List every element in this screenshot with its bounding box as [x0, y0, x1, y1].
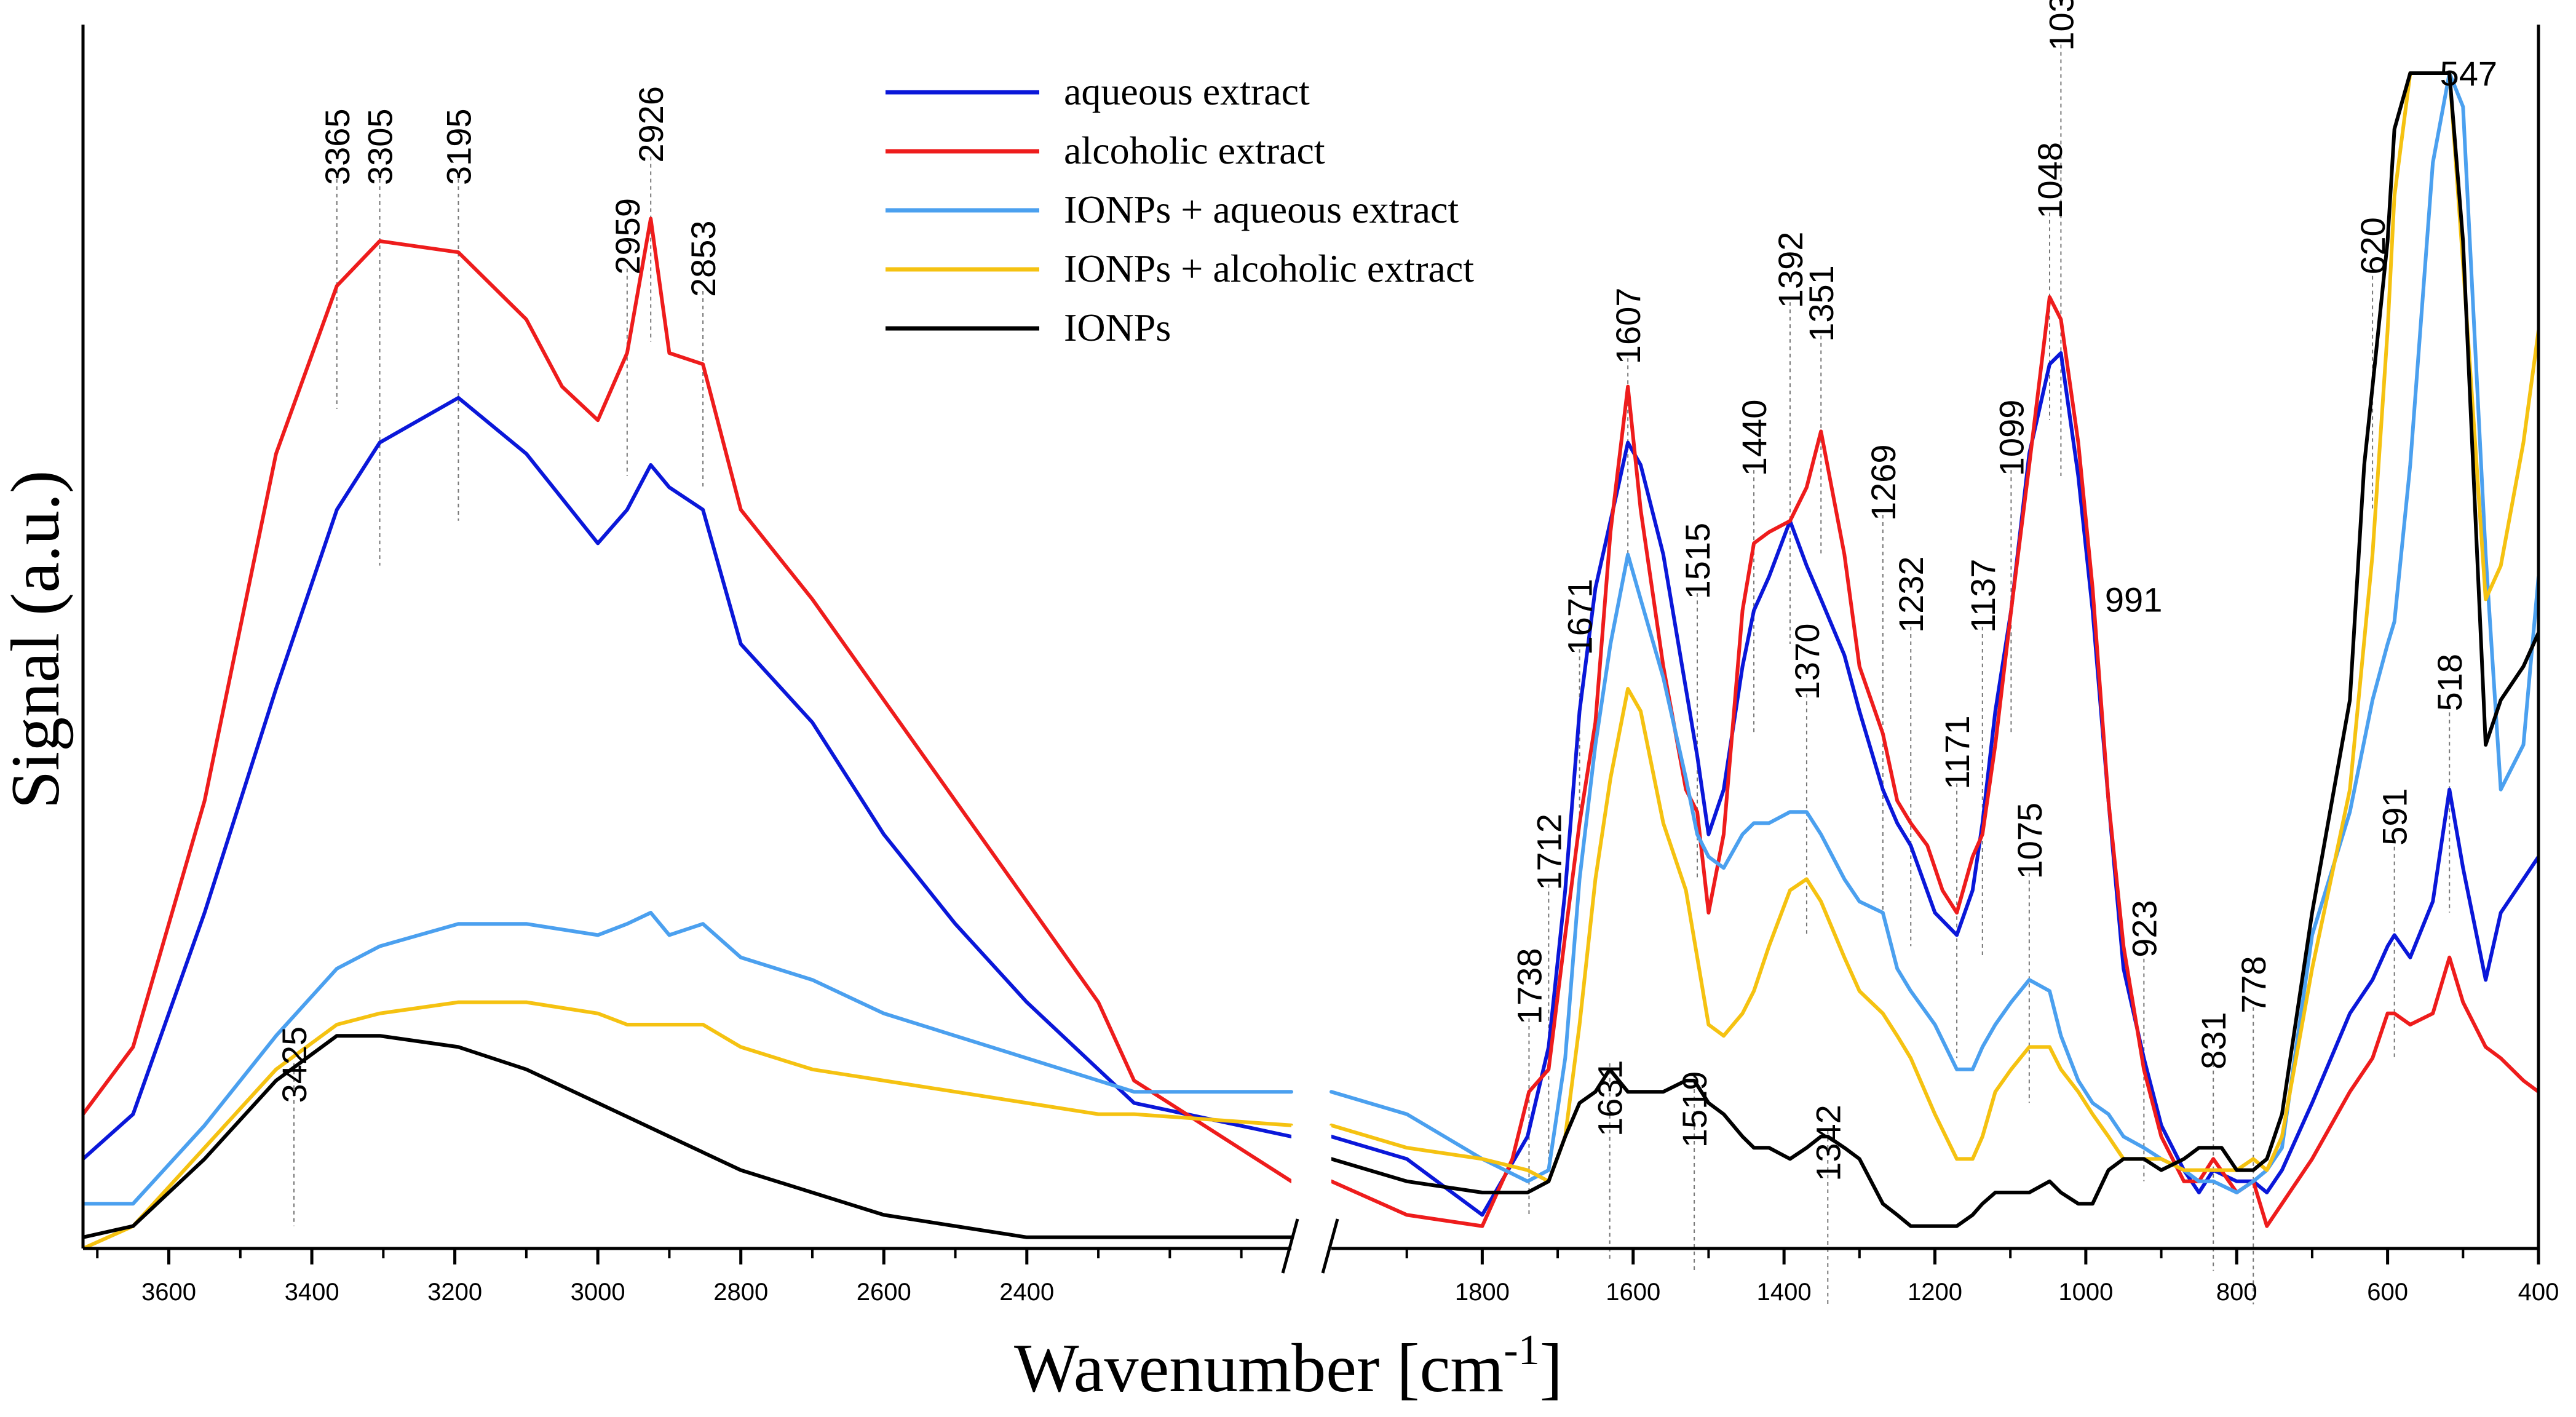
x-tick-label-1800: 1800 — [1455, 1279, 1510, 1306]
x-tick-label-1000: 1000 — [2058, 1279, 2113, 1306]
x-tick-label-2800: 2800 — [713, 1279, 768, 1306]
x-tick-label-600: 600 — [2367, 1279, 2408, 1306]
peak-label-831: 831 — [2194, 1012, 2233, 1069]
legend: aqueous extract alcoholic extract IONPs + … — [886, 69, 1474, 349]
x-tick-label-400: 400 — [2518, 1279, 2559, 1306]
axis-layer: 3600 3400 3200 3000 2800 2600 2400 1800 1600 1400… — [81, 25, 2559, 1306]
peak-label-1033: 1033 — [2042, 0, 2080, 51]
peak-label-1738: 1738 — [1510, 948, 1548, 1025]
peak-label-591: 591 — [2376, 788, 2414, 845]
peak-label-1137: 1137 — [1964, 559, 2002, 633]
peak-label-1392: 1392 — [1771, 232, 1810, 309]
peak-label-1631: 1631 — [1591, 1060, 1630, 1137]
series-1-right — [1330, 295, 2538, 1228]
peak-label-2926: 2926 — [632, 86, 670, 163]
series-4-left — [83, 1034, 1293, 1239]
x-tick-label-2400: 2400 — [999, 1279, 1054, 1306]
series-0-right — [1330, 351, 2538, 1217]
x-tick-label-3000: 3000 — [571, 1279, 625, 1306]
peak-label-2959: 2959 — [608, 198, 647, 275]
x-axis-title-end: ] — [1540, 1330, 1563, 1407]
peak-label-1269: 1269 — [1864, 444, 1903, 521]
peak-label-1342: 1342 — [1809, 1105, 1847, 1181]
series-2-left — [83, 911, 1293, 1206]
series-3-right — [1330, 71, 2538, 1183]
peak-label-923: 923 — [2125, 900, 2163, 957]
peak-label-1171: 1171 — [1938, 715, 1976, 789]
peak-label-1370: 1370 — [1788, 624, 1826, 701]
x-tick-label-2600: 2600 — [857, 1279, 911, 1306]
series-0-left — [83, 395, 1293, 1161]
break-mark-left — [1281, 1218, 1299, 1274]
peak-label-3365: 3365 — [318, 108, 357, 185]
peak-label-1712: 1712 — [1529, 814, 1568, 891]
x-tick-label-1200: 1200 — [1908, 1279, 1962, 1306]
y-axis-title: Signal (a.u.) — [0, 470, 74, 809]
peak-label-991: 991 — [2105, 580, 2162, 619]
peak-label-3195: 3195 — [439, 108, 478, 185]
x-axis-title-superscript: -1 — [1504, 1327, 1539, 1374]
peak-label-1519: 1519 — [1675, 1071, 1714, 1148]
peak-label-layer: 3425 3365 3305 3195 2959 2926 2853 1738 1712 1671… — [275, 0, 2497, 1181]
peak-label-1671: 1671 — [1561, 579, 1599, 656]
peak-label-1048: 1048 — [2031, 142, 2069, 219]
peak-label-1440: 1440 — [1735, 400, 1773, 477]
legend-label-3: IONPs + alcoholic extract — [1064, 247, 1474, 290]
peak-label-3305: 3305 — [361, 108, 400, 185]
peak-label-1515: 1515 — [1678, 523, 1717, 600]
peak-label-518: 518 — [2430, 654, 2469, 711]
peak-label-1607: 1607 — [1609, 288, 1647, 365]
peak-label-1075: 1075 — [2010, 803, 2049, 879]
series-2-right — [1330, 71, 2538, 1194]
legend-label-4: IONPs — [1064, 306, 1171, 349]
peak-label-3425: 3425 — [275, 1026, 314, 1103]
peak-label-2853: 2853 — [684, 220, 723, 297]
peak-label-620: 620 — [2353, 217, 2392, 274]
break-mark-right — [1321, 1218, 1339, 1274]
series-4-right — [1330, 71, 2538, 1228]
peak-label-1232: 1232 — [1892, 556, 1930, 633]
legend-label-0: aqueous extract — [1064, 69, 1310, 113]
legend-label-2: IONPs + aqueous extract — [1064, 188, 1459, 231]
x-axis-title-main: Wavenumber [cm — [1014, 1330, 1504, 1407]
peak-label-1099: 1099 — [1992, 400, 2031, 477]
x-tick-label-1600: 1600 — [1606, 1279, 1660, 1306]
x-tick-label-1400: 1400 — [1757, 1279, 1812, 1306]
x-tick-label-3600: 3600 — [141, 1279, 196, 1306]
legend-label-1: alcoholic extract — [1064, 129, 1325, 172]
x-tick-label-800: 800 — [2216, 1279, 2257, 1306]
series-3-left — [83, 1000, 1293, 1248]
peak-label-778: 778 — [2234, 956, 2273, 1013]
x-tick-label-3200: 3200 — [427, 1279, 482, 1306]
peak-label-547: 547 — [2440, 54, 2497, 93]
peak-label-1351: 1351 — [1802, 265, 1841, 342]
axis-break-gap — [1291, 1125, 1331, 1255]
series-1-left — [83, 216, 1293, 1183]
series-layer — [83, 71, 2538, 1248]
x-axis-title: Wavenumber [cm-1] — [1014, 1327, 1563, 1407]
x-tick-label-3400: 3400 — [285, 1279, 339, 1306]
